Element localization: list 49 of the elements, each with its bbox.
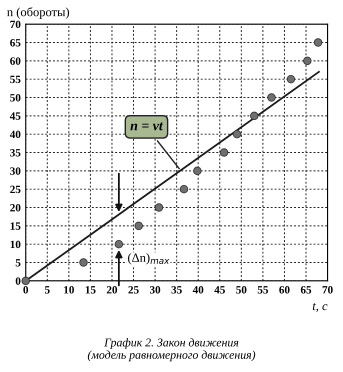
point xyxy=(22,276,30,286)
y-tick-label: 20 xyxy=(10,204,20,212)
x-axis-title: t, c xyxy=(312,303,328,312)
x-tick-label: 70 xyxy=(322,286,333,294)
x-tick-label: 20 xyxy=(106,286,118,294)
y-tick-label: 40 xyxy=(10,130,20,138)
y-tick-label: 65 xyxy=(10,39,20,46)
point xyxy=(193,166,202,176)
x-tick-label: 40 xyxy=(192,286,204,294)
x-tick-label: 35 xyxy=(172,286,182,294)
point xyxy=(154,203,164,212)
annotation: n = vt xyxy=(130,122,164,130)
x-tick-label: 45 xyxy=(214,286,225,294)
point xyxy=(232,130,242,138)
y-tick-label: 25 xyxy=(10,186,20,194)
y-tick-label: 15 xyxy=(10,222,20,230)
y-tick-label: 0 xyxy=(16,277,20,285)
x-tick-label: 50 xyxy=(236,286,246,294)
point xyxy=(303,56,312,66)
y-tick-label: 30 xyxy=(10,167,20,175)
y-tick-label: 70 xyxy=(10,20,20,28)
x-tick-label: 25 xyxy=(128,286,139,294)
point xyxy=(250,112,258,120)
x-tick-label: 60 xyxy=(279,286,290,294)
x-tick-label: 30 xyxy=(150,286,160,294)
point xyxy=(286,74,296,84)
point xyxy=(267,93,276,102)
y-tick-label: 55 xyxy=(10,76,20,84)
y-tick-label: 50 xyxy=(10,94,20,102)
annotation: (Δn)$_{max}$ xyxy=(128,253,170,264)
x-tick-label: 55 xyxy=(258,286,268,294)
x-tick-label: 65 xyxy=(300,286,312,294)
text: График 2. Закон движения (модель равномерного движения) xyxy=(88,338,256,362)
x-tick-label: 15 xyxy=(86,286,96,294)
x-tick-label: 0 xyxy=(23,286,28,294)
point xyxy=(180,184,188,194)
x-tick-label: 5 xyxy=(44,286,50,294)
point xyxy=(79,258,88,267)
y-tick-label: 5 xyxy=(16,259,20,266)
x-tick-label: 10 xyxy=(64,286,74,294)
y-tick-label: 45 xyxy=(10,112,20,120)
point xyxy=(314,38,322,47)
y-tick-label: 10 xyxy=(10,240,20,248)
y-axis-title: n (обороты) xyxy=(7,7,70,19)
point xyxy=(114,240,124,248)
point xyxy=(134,222,143,230)
y-tick-label: 60 xyxy=(10,57,20,65)
point xyxy=(220,148,228,157)
y-tick-label: 35 xyxy=(10,149,20,156)
